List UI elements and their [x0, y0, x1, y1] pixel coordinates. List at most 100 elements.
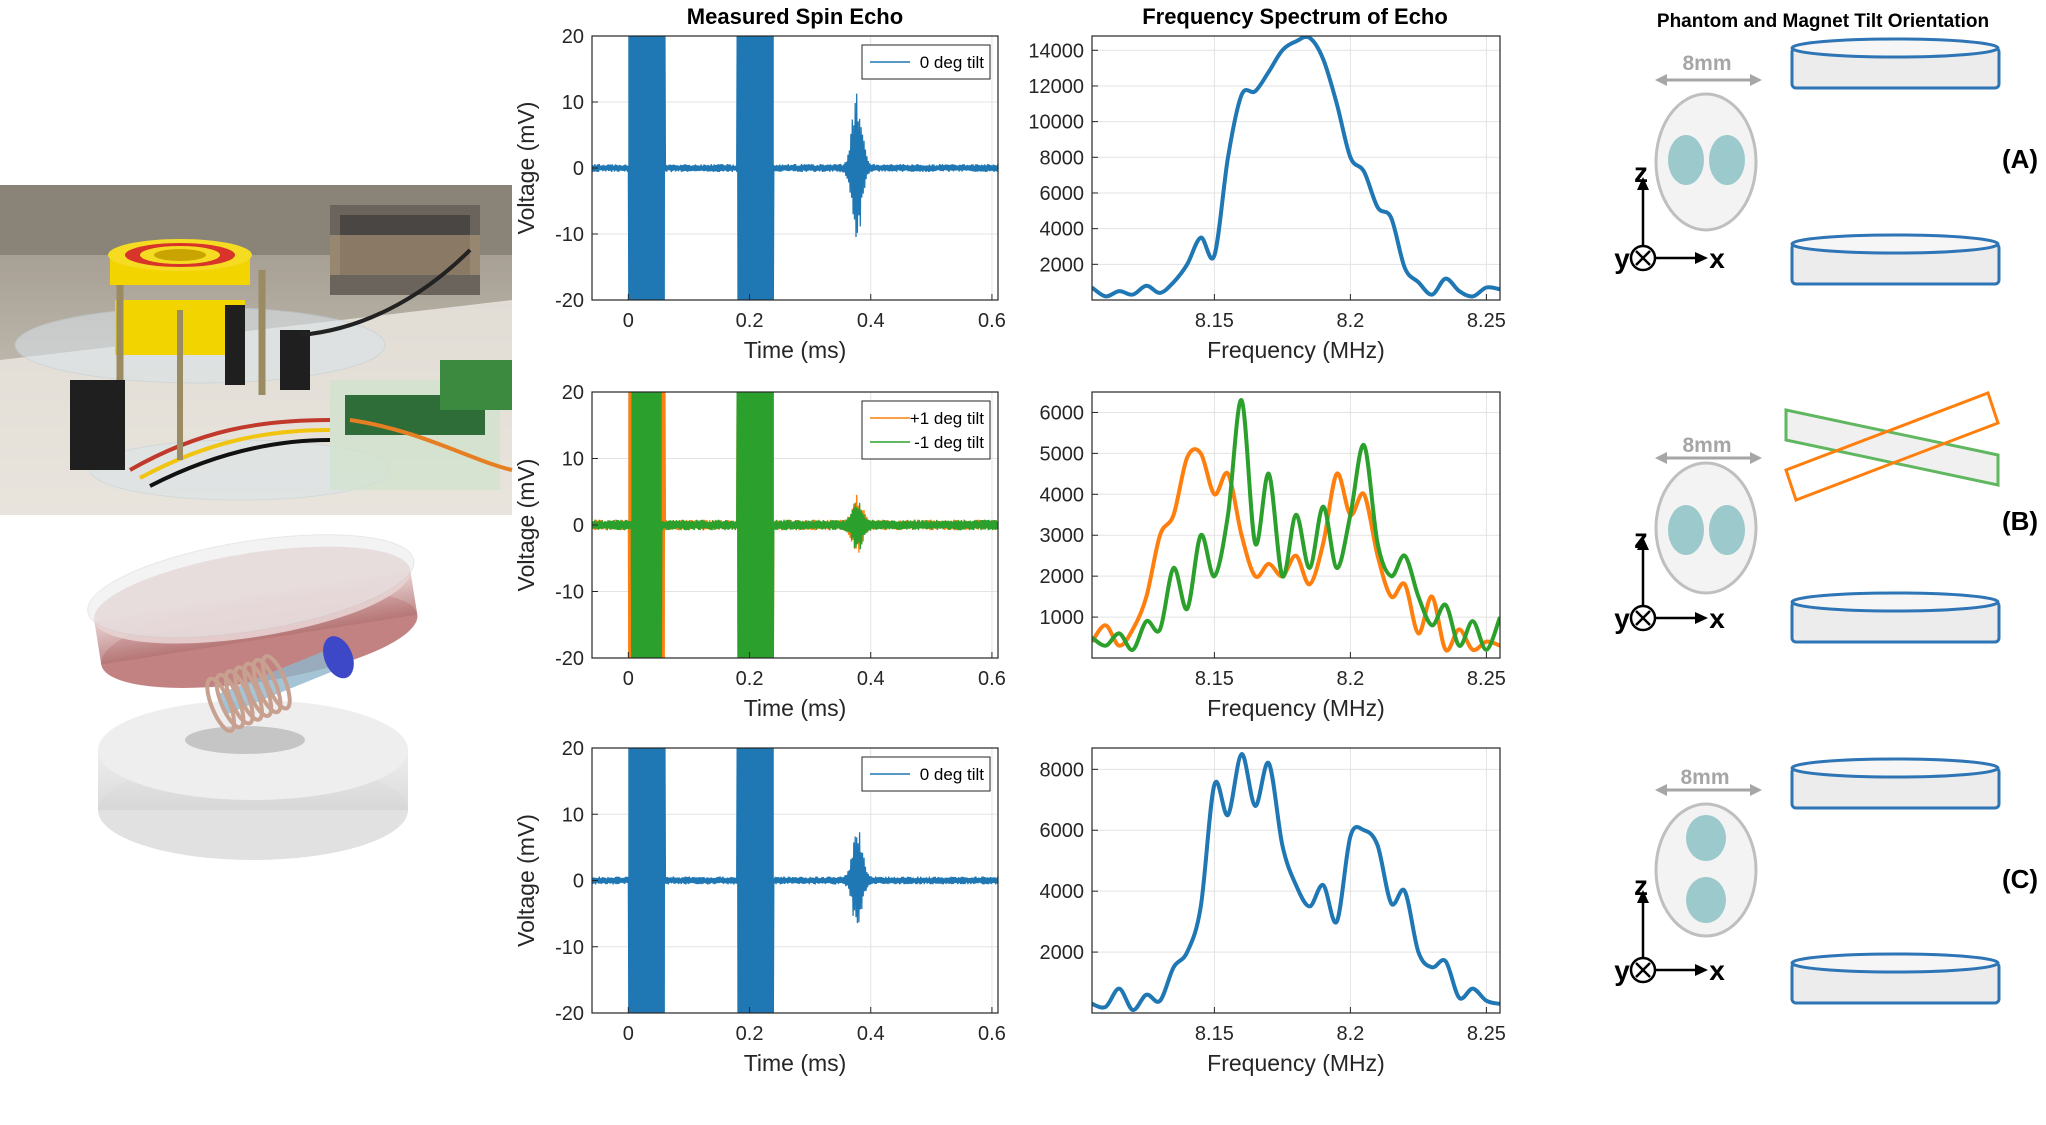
- x-tick-label: 8.2: [1336, 668, 1364, 690]
- echo-chart-C: 0 0.2 0.4 0.6 -20 -10 0 10 20 Time (ms) Voltage (m…: [513, 738, 1006, 1076]
- x-tick-label: 8.2: [1336, 1023, 1364, 1045]
- rf-pulse-block: [628, 748, 665, 1013]
- spectrum-chart-C: 8.15 8.2 8.25 2000 4000 6000 8000 Frequency (MH…: [1040, 747, 1506, 1076]
- x-tick-label: 0: [623, 668, 634, 690]
- y-axis-label-C: y: [1614, 955, 1630, 986]
- x-axis-label: Frequency (MHz): [1207, 695, 1385, 721]
- plot-area: [1092, 392, 1500, 658]
- x-axis-label: Frequency (MHz): [1207, 1050, 1385, 1076]
- y-tick-label: 20: [562, 738, 584, 760]
- y-tick-label: 4000: [1040, 219, 1085, 241]
- x-tick-label: 8.25: [1467, 1023, 1506, 1045]
- y-tick-label: 2000: [1040, 254, 1085, 276]
- y-tick-label: -20: [555, 648, 584, 670]
- y-tick-label: 3000: [1040, 525, 1085, 547]
- spectrum-line: [1092, 447, 1500, 653]
- y-tick-label: -20: [555, 290, 584, 312]
- legend-entry: +1 deg tilt: [910, 409, 984, 428]
- z-axis-label-A: z: [1634, 157, 1648, 188]
- y-tick-label: 0: [573, 158, 584, 180]
- legend-entry: 0 deg tilt: [920, 765, 985, 784]
- legend-entry: 0 deg tilt: [920, 53, 985, 72]
- series-group: [1092, 752, 1500, 1012]
- rf-pulse-block: [737, 392, 774, 658]
- y-tick-label: 8000: [1040, 147, 1085, 169]
- plot-area: [1092, 36, 1500, 300]
- series-group: [592, 36, 998, 300]
- spectrum-line: [1092, 398, 1500, 652]
- y-tick-label: 4000: [1040, 484, 1085, 506]
- x-axis-label: Time (ms): [744, 695, 847, 721]
- x-tick-label: 8.15: [1195, 1023, 1234, 1045]
- width-label-A: 8mm: [1682, 52, 1731, 75]
- echo-chart-A: 0 0.2 0.4 0.6 -20 -10 0 10 20 Time (ms) Voltage (m…: [513, 26, 1006, 363]
- y-tick-label: -20: [555, 1003, 584, 1025]
- y-tick-label: 0: [573, 871, 584, 893]
- y-tick-label: 20: [562, 382, 584, 404]
- spectrum-chart-A: 8.15 8.2 8.25 2000 4000 6000 8000 10000 12000 140…: [1028, 35, 1506, 363]
- y-tick-label: 10: [562, 449, 584, 471]
- y-tick-label: -10: [555, 582, 584, 604]
- x-axis-label: Frequency (MHz): [1207, 337, 1385, 363]
- y-tick-label: 4000: [1040, 881, 1085, 903]
- echo-chart-B: 0 0.2 0.4 0.6 -20 -10 0 10 20 Time (ms) Voltage (m…: [513, 382, 1006, 721]
- x-axis-label: Time (ms): [744, 1050, 847, 1076]
- y-tick-label: 2000: [1040, 566, 1085, 588]
- spectrum-chart-B: 8.15 8.2 8.25 1000 2000 3000 4000 5000 6000 Frequ…: [1040, 391, 1506, 721]
- x-tick-label: 0.4: [857, 310, 885, 332]
- axes-frame: [1091, 391, 1501, 659]
- y-tick-label: 10000: [1028, 112, 1084, 134]
- x-tick-label: 0.6: [978, 310, 1006, 332]
- spectrum-line: [1092, 752, 1500, 1012]
- axes-frame: [1091, 747, 1501, 1014]
- rf-pulse-block: [628, 36, 665, 300]
- panel-label-C: (C): [2002, 864, 2038, 894]
- y-axis-label: Voltage (mV): [513, 102, 539, 235]
- x-tick-label: 0.6: [978, 668, 1006, 690]
- y-tick-label: 8000: [1040, 759, 1085, 781]
- y-tick-label: 10: [562, 92, 584, 114]
- spectrum-line: [1092, 36, 1500, 299]
- legend-entry: -1 deg tilt: [914, 433, 984, 452]
- y-tick-label: 5000: [1040, 443, 1085, 465]
- y-tick-label: 0: [573, 515, 584, 537]
- y-tick-label: 10: [562, 804, 584, 826]
- y-tick-label: 14000: [1028, 40, 1084, 62]
- z-axis-label-B: z: [1634, 523, 1648, 554]
- rf-pulse-block: [737, 748, 774, 1013]
- y-axis-label-B: y: [1614, 603, 1630, 634]
- y-tick-label: -10: [555, 224, 584, 246]
- series-group: [1092, 36, 1500, 299]
- axes-frame: [1091, 35, 1501, 301]
- x-tick-label: 0: [623, 1023, 634, 1045]
- x-axis-label-B: x: [1709, 603, 1725, 634]
- echo-trace: [592, 392, 998, 658]
- legend-box: [861, 400, 991, 460]
- series-group: [592, 392, 998, 658]
- orientation-diagram-B: 8mm z y x (B): [1614, 391, 2038, 644]
- x-tick-label: 8.15: [1195, 310, 1234, 332]
- magnet-render: [87, 534, 418, 860]
- y-tick-label: 12000: [1028, 76, 1084, 98]
- setup-photo: [0, 185, 513, 515]
- spectrum-column-header: Frequency Spectrum of Echo: [1142, 4, 1448, 29]
- y-tick-label: 6000: [1040, 820, 1085, 842]
- panel-label-A: (A): [2002, 144, 2038, 174]
- x-axis-label: Time (ms): [744, 337, 847, 363]
- width-label-C: 8mm: [1680, 766, 1729, 789]
- x-tick-label: 8.2: [1336, 310, 1364, 332]
- x-tick-label: 0.4: [857, 668, 885, 690]
- rf-pulse-block: [631, 392, 662, 658]
- x-tick-label: 8.25: [1467, 668, 1506, 690]
- z-axis-label-C: z: [1634, 870, 1648, 901]
- x-tick-label: 8.15: [1195, 668, 1234, 690]
- y-tick-label: 1000: [1040, 607, 1085, 629]
- echo-trace: [592, 748, 998, 1013]
- x-axis-label-A: x: [1709, 243, 1725, 274]
- y-tick-label: 2000: [1040, 942, 1085, 964]
- orientation-diagram-C: 8mm z y x (C): [1614, 757, 2038, 1005]
- x-tick-label: 0.2: [736, 668, 764, 690]
- x-tick-label: 0.2: [736, 310, 764, 332]
- panel-label-B: (B): [2002, 506, 2038, 536]
